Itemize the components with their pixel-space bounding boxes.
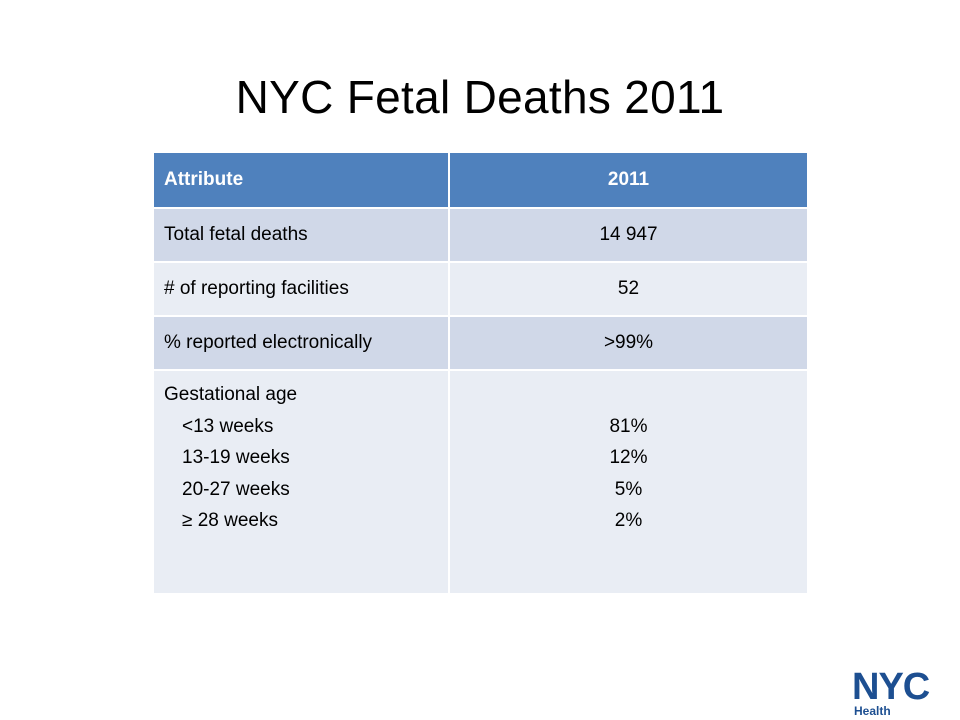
table-row-gestational-age: Gestational age <13 weeks 13-19 weeks 20…: [152, 369, 809, 595]
gestational-age-heading: Gestational age: [164, 384, 298, 405]
table-row: Total fetal deaths 14 947: [152, 207, 809, 263]
slide-title: NYC Fetal Deaths 2011: [235, 71, 725, 123]
gestational-age-labels: Gestational age <13 weeks 13-19 weeks 20…: [152, 369, 450, 595]
row-label-total-fetal-deaths: Total fetal deaths: [152, 207, 450, 263]
gestational-age-item-value: 12%: [609, 447, 648, 468]
nyc-health-logo: NYC Health: [852, 668, 931, 718]
gestational-age-item-value: 81%: [609, 415, 648, 437]
gestational-age-item-value: 2%: [614, 510, 643, 531]
column-header-year: 2011: [448, 151, 809, 209]
row-label-reporting-facilities: # of reporting facilities: [152, 261, 450, 317]
row-value-reporting-facilities: 52: [448, 261, 809, 317]
row-value-total-fetal-deaths: 14 947: [448, 207, 809, 263]
row-value-reported-electronically: >99%: [448, 315, 809, 371]
column-header-attribute: Attribute: [152, 151, 450, 209]
table-row: # of reporting facilities 52: [152, 261, 809, 317]
table-header-row: Attribute 2011: [152, 151, 809, 209]
health-logo-subtitle: Health: [854, 704, 891, 718]
fetal-deaths-table: Attribute 2011 Total fetal deaths 14 947…: [152, 151, 809, 595]
gestational-age-item-label: 20-27 weeks: [182, 478, 290, 500]
table-row: % reported electronically >99%: [152, 315, 809, 371]
row-label-reported-electronically: % reported electronically: [152, 315, 450, 371]
gestational-age-item-label: ≥ 28 weeks: [182, 510, 278, 531]
gestational-age-item-value: 5%: [614, 478, 643, 500]
gestational-age-item-label: 13-19 weeks: [182, 447, 290, 468]
gestational-age-item-label: <13 weeks: [182, 415, 274, 437]
gestational-age-values: 81% 12% 5% 2%: [448, 369, 809, 595]
nyc-logo-wordmark: NYC: [852, 668, 930, 708]
